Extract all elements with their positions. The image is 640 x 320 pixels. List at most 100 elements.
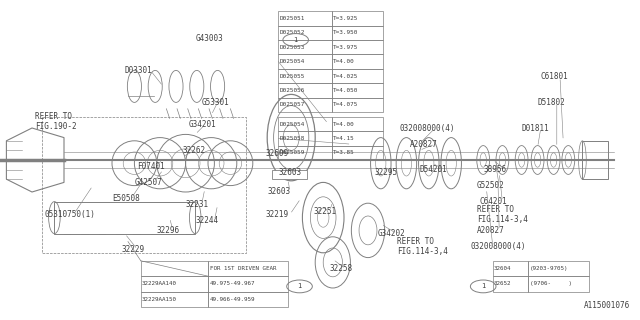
Text: T=4.00: T=4.00 <box>333 122 355 126</box>
Text: D025057: D025057 <box>280 102 305 107</box>
Text: 032008000(4): 032008000(4) <box>400 124 456 132</box>
Text: T=4.025: T=4.025 <box>333 74 358 78</box>
Text: D025058: D025058 <box>280 136 305 141</box>
Text: 1: 1 <box>481 284 485 289</box>
Text: 32603: 32603 <box>278 168 301 177</box>
Text: T=3.925: T=3.925 <box>333 16 358 21</box>
Text: C64201: C64201 <box>480 197 508 206</box>
Text: E50508: E50508 <box>112 194 140 203</box>
Text: T=4.075: T=4.075 <box>333 102 358 107</box>
Text: REFER TO
FIG.114-3,4: REFER TO FIG.114-3,4 <box>397 237 447 256</box>
Text: D025056: D025056 <box>280 88 305 93</box>
Text: 1: 1 <box>298 284 301 289</box>
Text: T=3.975: T=3.975 <box>333 45 358 50</box>
Text: T=4.00: T=4.00 <box>333 59 355 64</box>
Bar <box>141 292 208 307</box>
Text: C61801: C61801 <box>541 72 568 81</box>
Text: G34202: G34202 <box>378 229 405 238</box>
Text: T=4.15: T=4.15 <box>333 136 355 141</box>
Text: 49.975-49.967: 49.975-49.967 <box>210 281 255 286</box>
Text: 032008000(4): 032008000(4) <box>470 242 526 251</box>
Text: 32231: 32231 <box>186 200 209 209</box>
Bar <box>54 202 195 234</box>
Text: 32609: 32609 <box>266 149 289 158</box>
Text: D54201: D54201 <box>419 165 447 174</box>
Bar <box>278 117 332 131</box>
Bar <box>278 98 332 112</box>
Text: D025055: D025055 <box>280 74 305 78</box>
Text: 32603: 32603 <box>268 188 291 196</box>
Text: G52502: G52502 <box>477 181 504 190</box>
Text: 32652: 32652 <box>494 281 511 286</box>
Text: D025059: D025059 <box>280 150 305 155</box>
Text: 32262: 32262 <box>182 146 205 155</box>
Bar <box>332 146 383 160</box>
Bar <box>332 54 383 69</box>
Bar <box>332 131 383 146</box>
Text: 38956: 38956 <box>483 165 506 174</box>
Text: D025053: D025053 <box>280 45 305 50</box>
Bar <box>332 83 383 98</box>
Text: G53301: G53301 <box>202 98 229 107</box>
Text: D51802: D51802 <box>538 98 565 107</box>
Text: 32229AA150: 32229AA150 <box>142 297 177 302</box>
Text: 32229AA140: 32229AA140 <box>142 281 177 286</box>
Text: D025054: D025054 <box>280 122 305 126</box>
Text: 05310750(1): 05310750(1) <box>45 210 95 219</box>
Bar <box>278 131 332 146</box>
Text: G42507: G42507 <box>134 178 162 187</box>
Text: 49.966-49.959: 49.966-49.959 <box>210 297 255 302</box>
Bar <box>332 69 383 83</box>
Text: 32244: 32244 <box>195 216 218 225</box>
Bar <box>208 276 288 292</box>
Text: REFER TO
FIG.114-3,4: REFER TO FIG.114-3,4 <box>477 205 527 224</box>
Text: 32604: 32604 <box>494 266 511 271</box>
Text: (9203-9705): (9203-9705) <box>530 266 568 271</box>
Text: A115001076: A115001076 <box>584 301 630 310</box>
Text: A20827: A20827 <box>477 226 504 235</box>
Text: 32251: 32251 <box>314 207 337 216</box>
Text: FOR 1ST DRIVEN GEAR: FOR 1ST DRIVEN GEAR <box>210 266 276 271</box>
Text: D025051: D025051 <box>280 16 305 21</box>
Bar <box>493 276 528 292</box>
Bar <box>272 170 307 179</box>
Bar <box>141 261 208 276</box>
Bar <box>528 276 589 292</box>
Text: 32219: 32219 <box>266 210 289 219</box>
Bar <box>332 98 383 112</box>
Bar <box>278 26 332 40</box>
Bar <box>278 69 332 83</box>
Bar <box>278 54 332 69</box>
Bar <box>332 40 383 54</box>
Text: D025052: D025052 <box>280 30 305 35</box>
Text: D03301: D03301 <box>125 66 152 75</box>
Text: T=3.950: T=3.950 <box>333 30 358 35</box>
Text: 1: 1 <box>294 37 298 43</box>
Bar <box>278 83 332 98</box>
Text: G34201: G34201 <box>189 120 216 129</box>
Bar <box>582 141 608 179</box>
Text: D025054: D025054 <box>280 59 305 64</box>
Bar <box>332 11 383 26</box>
Bar <box>208 292 288 307</box>
Bar <box>278 11 332 26</box>
Text: F07401: F07401 <box>138 162 165 171</box>
Bar <box>208 261 288 276</box>
Text: T=4.050: T=4.050 <box>333 88 358 93</box>
Text: A20827: A20827 <box>410 140 437 148</box>
Bar <box>278 146 332 160</box>
Text: D01811: D01811 <box>522 124 549 132</box>
Text: 32229: 32229 <box>122 245 145 254</box>
Bar <box>493 261 528 276</box>
Text: G43003: G43003 <box>195 34 223 43</box>
Text: 32295: 32295 <box>374 168 397 177</box>
Bar <box>141 276 208 292</box>
Text: REFER TO
FIG.190-2: REFER TO FIG.190-2 <box>35 112 77 131</box>
Text: (9706-     ): (9706- ) <box>530 281 572 286</box>
Bar <box>278 40 332 54</box>
Text: T=3.85: T=3.85 <box>333 150 355 155</box>
Bar <box>332 117 383 131</box>
Bar <box>528 261 589 276</box>
Bar <box>332 26 383 40</box>
Text: 32296: 32296 <box>157 226 180 235</box>
